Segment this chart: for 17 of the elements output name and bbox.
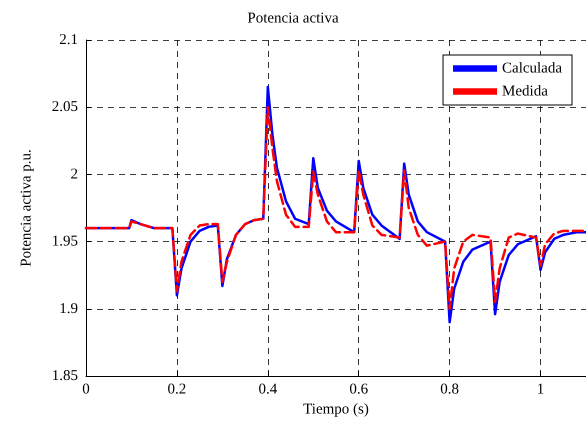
x-tick-label: 0.8 bbox=[440, 382, 460, 398]
y-tick-label: 2.1 bbox=[59, 32, 78, 48]
legend-label: Calculada bbox=[502, 60, 562, 76]
x-tick-label: 0.2 bbox=[168, 382, 186, 398]
y-tick-label: 1.85 bbox=[52, 368, 78, 384]
x-tick-label: 1 bbox=[536, 382, 544, 398]
x-tick-label: 0.6 bbox=[349, 382, 369, 398]
x-tick-label: 0.4 bbox=[258, 382, 278, 398]
y-tick-label: 1.9 bbox=[59, 300, 78, 317]
x-tick-label: 0 bbox=[82, 382, 90, 398]
legend-label: Medida bbox=[502, 84, 548, 100]
x-axis-title: Tiempo (s) bbox=[303, 401, 369, 418]
y-tick-label: 2.05 bbox=[52, 99, 78, 116]
y-tick-label: 1.95 bbox=[52, 234, 78, 250]
y-axis-title: Potencia activa p.u. bbox=[18, 149, 34, 267]
y-tick-label: 2 bbox=[70, 166, 78, 182]
chart-title: Potencia activa bbox=[247, 10, 339, 26]
